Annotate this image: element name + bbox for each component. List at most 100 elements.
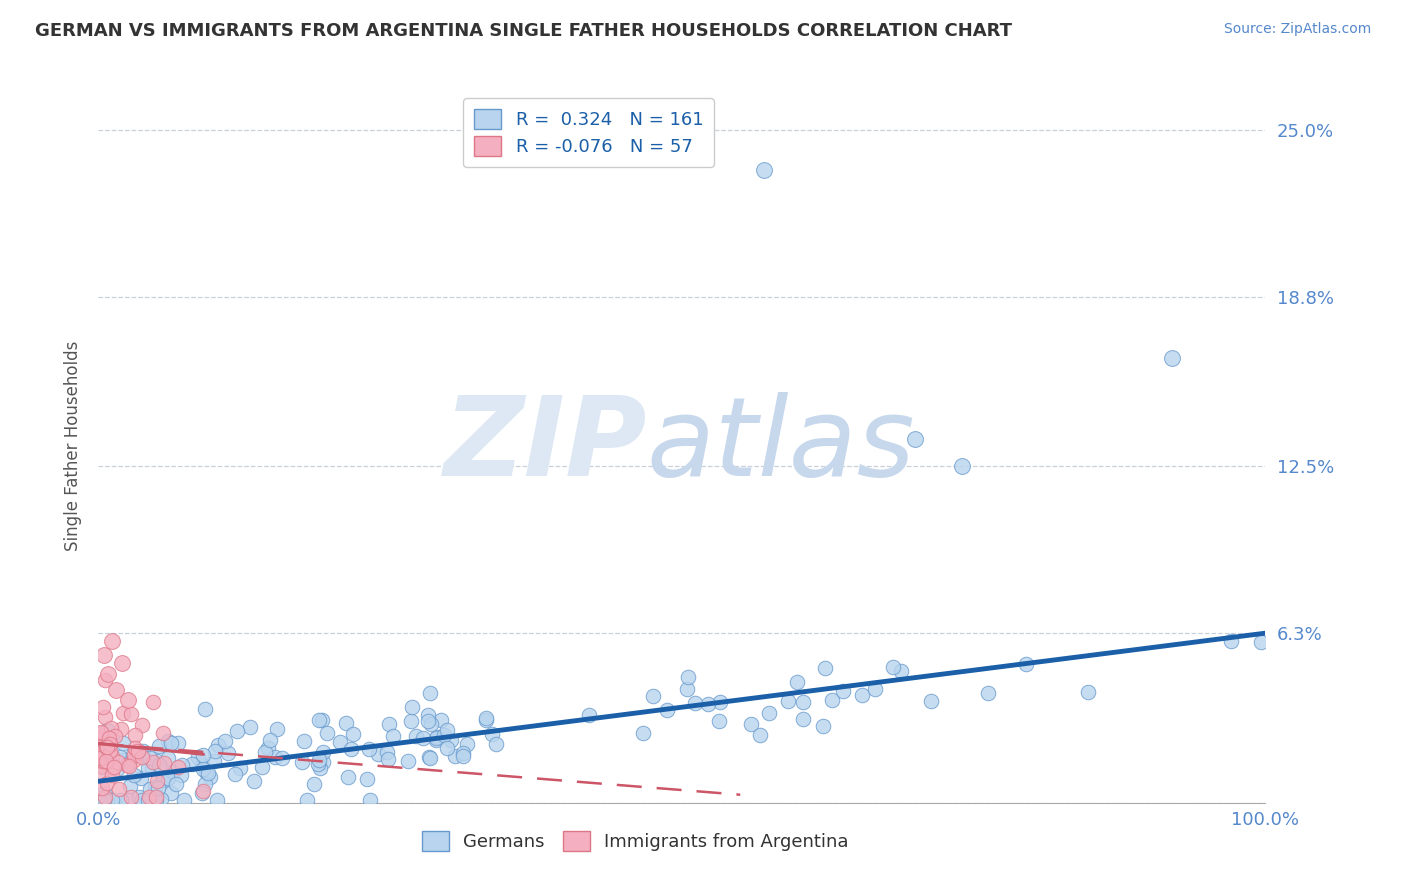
Point (758, 706, 780, 720)
Point (94, 787, 117, 801)
Point (920, 694, 942, 708)
Point (242, 774, 264, 789)
Point (90, 749, 112, 764)
Point (90, 751, 112, 765)
Point (440, 733, 463, 747)
Point (129, 771, 152, 785)
Point (890, 664, 912, 678)
Point (882, 660, 904, 674)
Point (131, 749, 153, 764)
Point (96, 754, 118, 768)
Point (93, 740, 115, 755)
Point (396, 754, 419, 768)
Point (832, 683, 855, 698)
Point (436, 723, 458, 738)
Point (1219, 634, 1241, 648)
Point (456, 738, 478, 752)
Point (197, 766, 219, 780)
Point (377, 745, 399, 759)
Point (425, 733, 447, 747)
Point (90, 725, 112, 739)
Point (329, 734, 352, 748)
Point (96, 776, 118, 790)
Point (865, 682, 887, 697)
Point (263, 750, 285, 764)
Point (401, 714, 423, 728)
Point (90, 780, 112, 795)
Point (117, 793, 139, 807)
Point (194, 777, 217, 791)
Point (104, 682, 127, 697)
Point (405, 729, 427, 743)
Point (229, 761, 252, 775)
Point (378, 717, 401, 731)
Point (103, 760, 125, 774)
Point (100, 793, 122, 807)
Point (160, 736, 183, 750)
Point (131, 793, 153, 807)
Point (148, 758, 170, 772)
Point (108, 782, 131, 797)
Point (167, 760, 190, 774)
Point (685, 696, 707, 710)
Point (156, 751, 179, 765)
Point (94, 790, 117, 805)
Point (657, 703, 679, 717)
Point (181, 756, 204, 771)
Point (94, 740, 117, 755)
Point (224, 767, 246, 781)
Point (142, 755, 165, 769)
Point (141, 761, 163, 775)
Point (90, 731, 112, 746)
Point (105, 762, 128, 776)
Point (152, 770, 174, 784)
Point (194, 764, 217, 779)
Point (433, 728, 456, 742)
Point (419, 686, 441, 700)
Point (127, 744, 149, 758)
Point (117, 693, 139, 707)
Point (190, 758, 212, 772)
Point (191, 763, 214, 777)
Point (100, 721, 122, 735)
Point (115, 757, 138, 772)
Point (93, 673, 115, 688)
Point (1250, 635, 1272, 649)
Point (152, 772, 174, 787)
Point (430, 714, 453, 728)
Point (142, 695, 165, 709)
Point (1015, 657, 1038, 671)
Point (335, 715, 357, 730)
Y-axis label: Single Father Households: Single Father Households (63, 341, 82, 551)
Point (153, 756, 176, 770)
Point (1161, 351, 1184, 366)
Point (311, 713, 333, 727)
Point (382, 729, 405, 743)
Point (419, 751, 441, 765)
Point (98, 747, 121, 762)
Point (110, 793, 132, 807)
Point (187, 749, 209, 764)
Point (904, 432, 927, 446)
Point (131, 748, 153, 763)
Point (436, 740, 458, 755)
Point (401, 699, 423, 714)
Point (143, 780, 166, 794)
Point (312, 745, 335, 759)
Point (120, 779, 142, 793)
Point (107, 755, 129, 769)
Point (94, 710, 117, 724)
Point (426, 731, 449, 745)
Point (631, 725, 654, 739)
Point (138, 751, 160, 765)
Point (96, 723, 118, 738)
Point (138, 790, 160, 805)
Point (416, 707, 439, 722)
Point (96, 739, 118, 754)
Point (120, 707, 142, 722)
Point (377, 752, 399, 766)
Point (172, 757, 194, 772)
Point (474, 713, 496, 727)
Point (165, 777, 187, 791)
Point (136, 761, 159, 775)
